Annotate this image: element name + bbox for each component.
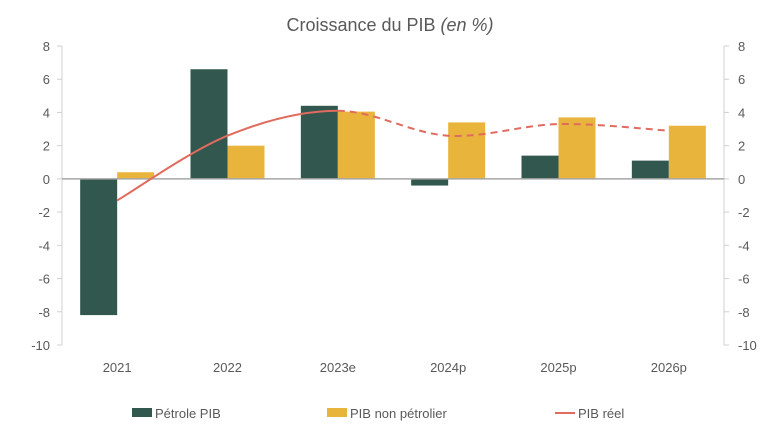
title-italic: (en %) (441, 15, 494, 35)
y-tick-label-right: 2 (738, 139, 745, 154)
bar-pétrole-pib (521, 155, 559, 179)
y-tick-label-right: -4 (738, 238, 750, 253)
y-tick-label-left: 8 (43, 39, 50, 54)
y-tick-label-left: -10 (31, 338, 50, 353)
bar-pétrole-pib (80, 178, 118, 316)
bar-pib-non-pétrolier (227, 145, 265, 179)
x-tick-label: 2022 (213, 360, 242, 375)
y-tick-label-right: 6 (738, 72, 745, 87)
y-tick-label-right: -10 (738, 338, 757, 353)
x-tick-label: 2024p (430, 360, 466, 375)
x-tick-label: 2026p (651, 360, 687, 375)
line-pib-reel-solid (116, 109, 338, 202)
bar-pib-non-pétrolier (668, 125, 706, 179)
y-tick-label-right: -6 (738, 272, 750, 287)
x-tick-label: 2025p (540, 360, 576, 375)
y-tick-label-left: 4 (43, 105, 50, 120)
bar-pib-non-pétrolier (558, 117, 596, 179)
y-tick-label-right: 4 (738, 105, 745, 120)
y-tick-label-right: -8 (738, 305, 750, 320)
y-tick-label-left: 2 (43, 139, 50, 154)
y-tick-label-left: -2 (38, 205, 50, 220)
legend-label: Pétrole PIB (155, 406, 221, 421)
y-tick-label-left: 0 (43, 172, 50, 187)
y-tick-label-left: -8 (38, 305, 50, 320)
line-pib-reel-dashed (337, 109, 669, 137)
legend-swatch (132, 408, 152, 417)
y-tick-label-right: 0 (738, 172, 745, 187)
legend-label: PIB non pétrolier (350, 406, 448, 421)
bar-pétrole-pib (190, 69, 228, 179)
y-tick-label-left: -4 (38, 238, 50, 253)
y-tick-label-left: -6 (38, 272, 50, 287)
legend-swatch (327, 408, 347, 417)
title-main: Croissance du PIB (286, 15, 435, 35)
bar-pib-non-pétrolier (448, 122, 486, 179)
bar-pétrole-pib (411, 178, 449, 186)
y-tick-label-right: -2 (738, 205, 750, 220)
legend-label: PIB réel (578, 406, 624, 421)
bar-pétrole-pib (631, 160, 669, 179)
y-tick-label-right: 8 (738, 39, 745, 54)
bar-pib-non-pétrolier (337, 111, 375, 179)
chart-title: Croissance du PIB (en %) (286, 15, 493, 35)
bar-pétrole-pib (300, 105, 338, 179)
x-tick-label: 2021 (103, 360, 132, 375)
x-tick-label: 2023e (320, 360, 356, 375)
y-tick-label-left: 6 (43, 72, 50, 87)
bar-pib-non-pétrolier (117, 172, 155, 179)
